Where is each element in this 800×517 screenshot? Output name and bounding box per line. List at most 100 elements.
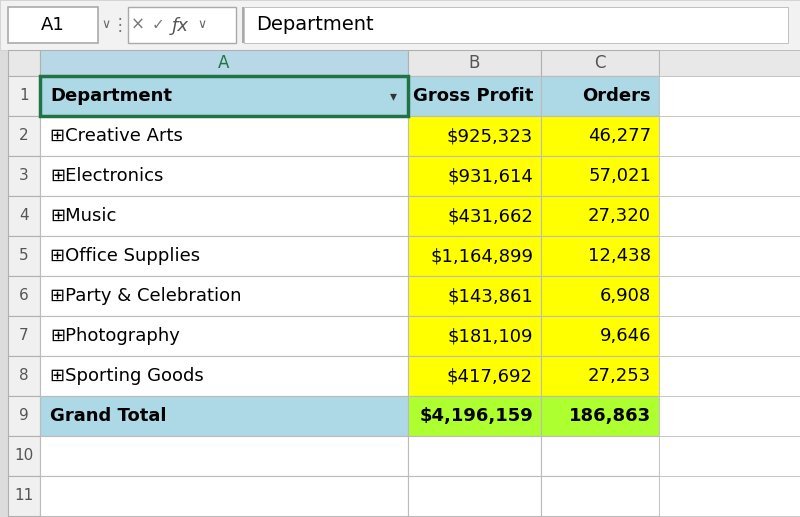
Bar — [40, 476, 408, 516]
Bar — [541, 116, 659, 156]
Bar — [541, 316, 659, 356]
Bar — [8, 236, 40, 276]
Text: 8: 8 — [19, 369, 29, 384]
Text: ⊞Photography: ⊞Photography — [50, 327, 180, 345]
Bar — [8, 50, 40, 76]
Text: A1: A1 — [41, 16, 65, 34]
Bar — [40, 436, 408, 476]
Bar — [40, 396, 408, 436]
Text: 6,908: 6,908 — [600, 287, 651, 305]
Text: $4,196,159: $4,196,159 — [419, 407, 533, 425]
Bar — [659, 76, 800, 116]
Text: Department: Department — [50, 87, 172, 105]
Text: $925,323: $925,323 — [446, 127, 533, 145]
Bar — [408, 156, 541, 196]
Text: ✓: ✓ — [152, 18, 164, 33]
Text: 4: 4 — [19, 208, 29, 223]
Bar — [40, 196, 408, 236]
Bar — [541, 356, 659, 396]
Bar — [541, 436, 659, 476]
Bar — [8, 196, 40, 236]
Bar — [408, 436, 541, 476]
Bar — [242, 7, 243, 43]
Text: Grand Total: Grand Total — [50, 407, 166, 425]
Bar — [541, 50, 659, 76]
Bar — [659, 316, 800, 356]
Bar — [8, 356, 40, 396]
Text: Orders: Orders — [582, 87, 651, 105]
Bar — [659, 76, 664, 516]
Bar — [40, 316, 408, 356]
Text: ⊞Office Supplies: ⊞Office Supplies — [50, 247, 200, 265]
Bar — [659, 50, 800, 76]
Bar — [40, 276, 408, 316]
Bar — [40, 76, 408, 116]
Text: ×: × — [131, 16, 145, 34]
Bar — [8, 76, 40, 116]
Text: ⊞Music: ⊞Music — [50, 207, 116, 225]
Text: $1,164,899: $1,164,899 — [430, 247, 533, 265]
Bar — [8, 156, 40, 196]
Text: 9: 9 — [19, 408, 29, 423]
Bar — [128, 7, 236, 43]
Bar — [408, 356, 541, 396]
Bar — [408, 196, 541, 236]
Bar — [8, 316, 40, 356]
Text: ∨: ∨ — [198, 19, 206, 32]
Bar — [541, 476, 659, 516]
Text: ∨: ∨ — [102, 19, 110, 32]
Bar — [40, 356, 408, 396]
Text: $417,692: $417,692 — [447, 367, 533, 385]
Bar — [659, 276, 800, 316]
Bar — [659, 396, 800, 436]
Bar — [8, 116, 40, 156]
Text: $181,109: $181,109 — [447, 327, 533, 345]
Text: 27,320: 27,320 — [588, 207, 651, 225]
Text: 12,438: 12,438 — [588, 247, 651, 265]
Bar — [40, 50, 408, 76]
Bar — [0, 0, 800, 50]
Bar — [244, 7, 788, 43]
Bar — [659, 156, 800, 196]
Text: ⊞Party & Celebration: ⊞Party & Celebration — [50, 287, 242, 305]
Text: B: B — [469, 54, 480, 72]
Bar — [8, 276, 40, 316]
Text: 3: 3 — [19, 169, 29, 184]
Bar — [40, 76, 408, 116]
Bar — [408, 276, 541, 316]
Bar — [659, 116, 800, 156]
Text: 9,646: 9,646 — [599, 327, 651, 345]
Bar — [8, 7, 98, 43]
Bar — [541, 236, 659, 276]
Text: 46,277: 46,277 — [588, 127, 651, 145]
Bar — [408, 476, 541, 516]
Bar — [8, 396, 40, 436]
Text: C: C — [594, 54, 606, 72]
Text: Gross Profit: Gross Profit — [413, 87, 533, 105]
Text: Department: Department — [256, 16, 374, 35]
Bar — [408, 76, 541, 116]
Text: 10: 10 — [14, 449, 34, 464]
Bar — [408, 116, 541, 156]
Text: ⊞Creative Arts: ⊞Creative Arts — [50, 127, 183, 145]
Text: 5: 5 — [19, 249, 29, 264]
Text: 7: 7 — [19, 328, 29, 343]
Bar — [0, 516, 800, 517]
Text: 6: 6 — [19, 288, 29, 303]
Text: $431,662: $431,662 — [447, 207, 533, 225]
Bar — [541, 276, 659, 316]
Text: ▾: ▾ — [390, 89, 397, 103]
Bar — [541, 76, 659, 116]
Bar — [8, 476, 40, 516]
Text: 186,863: 186,863 — [569, 407, 651, 425]
Bar — [659, 436, 800, 476]
Text: 11: 11 — [14, 489, 34, 504]
Bar — [40, 116, 408, 156]
Bar — [408, 396, 541, 436]
Bar — [40, 236, 408, 276]
Bar — [40, 156, 408, 196]
Text: A: A — [218, 54, 230, 72]
Text: 2: 2 — [19, 129, 29, 144]
Bar — [659, 196, 800, 236]
Text: ƒx: ƒx — [171, 17, 189, 35]
